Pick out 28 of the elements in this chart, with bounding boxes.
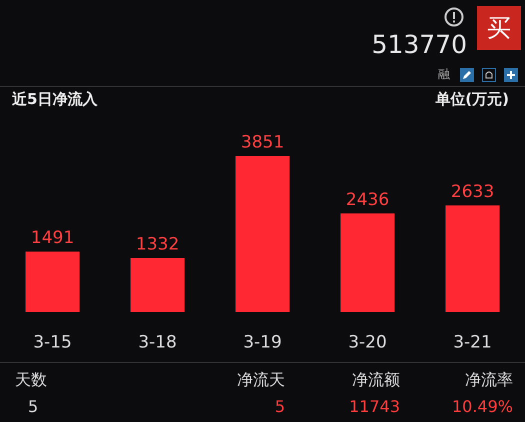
text: 净流天 xyxy=(237,370,285,391)
text: 10.49% xyxy=(452,397,513,416)
x-tick-label: 3-19 xyxy=(243,332,282,352)
bar xyxy=(236,156,290,312)
text: 5 xyxy=(28,397,38,416)
x-tick-label: 3-15 xyxy=(33,332,72,352)
data-label: 1491 xyxy=(30,228,74,248)
text: 11743 xyxy=(349,397,400,416)
x-tick-label: 3-21 xyxy=(453,332,492,352)
bar xyxy=(446,205,500,312)
text: 净流率 xyxy=(465,370,513,391)
y-axis-title: 单位(万元) xyxy=(435,90,509,109)
text: 买 xyxy=(477,6,521,50)
x-tick-label: 3-20 xyxy=(348,332,387,352)
bar xyxy=(340,213,394,312)
data-label: 1332 xyxy=(136,234,180,255)
data-label: 3851 xyxy=(240,132,284,153)
text: 融 xyxy=(438,66,450,83)
text: 天数 xyxy=(15,370,47,391)
text: 净流额 xyxy=(352,370,400,391)
x-tick-label: 3-18 xyxy=(138,332,177,352)
text: 5 xyxy=(274,397,285,416)
data-label: 2633 xyxy=(450,182,494,202)
bar xyxy=(26,252,80,312)
bar xyxy=(130,258,184,312)
data-label: 2436 xyxy=(346,190,390,210)
text: 513770 xyxy=(372,30,467,59)
chart-title: 近5日净流入 xyxy=(12,90,98,109)
